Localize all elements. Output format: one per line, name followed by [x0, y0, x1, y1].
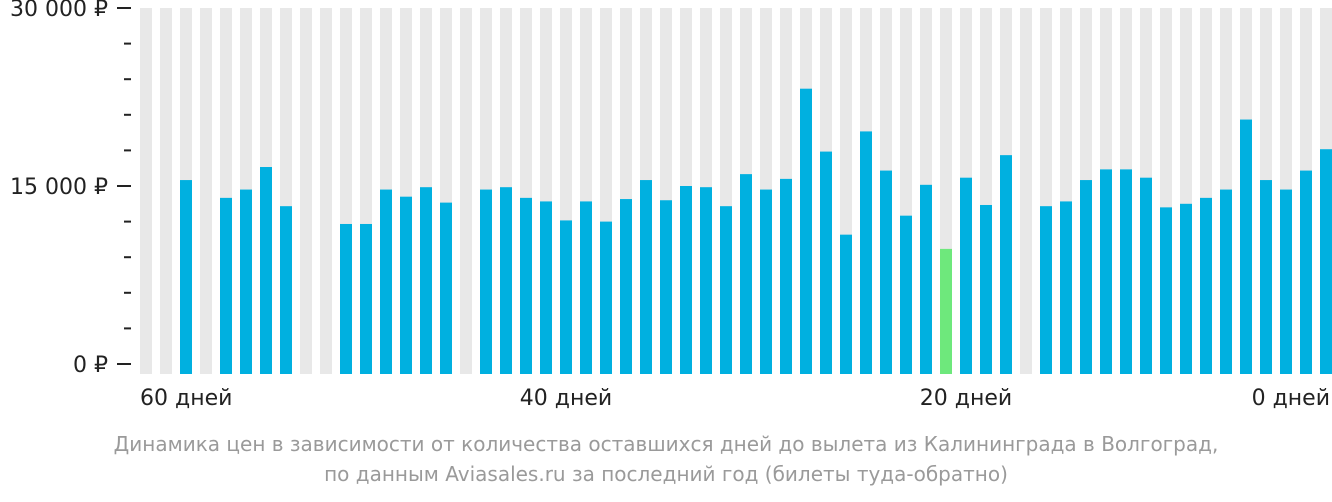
price-bar[interactable] [1080, 180, 1092, 374]
price-bar[interactable] [560, 220, 572, 374]
price-bar[interactable] [740, 174, 752, 374]
price-bar[interactable] [980, 204, 992, 374]
price-bar[interactable] [440, 202, 452, 374]
price-bar[interactable] [260, 167, 272, 374]
price-bar[interactable] [500, 187, 512, 374]
price-bar[interactable] [860, 131, 872, 374]
background-column [200, 8, 212, 374]
background-column [140, 8, 152, 374]
price-bar[interactable] [1180, 203, 1192, 374]
price-bar[interactable] [1160, 207, 1172, 374]
price-bar-lowest[interactable] [940, 248, 952, 374]
price-bar[interactable] [700, 187, 712, 374]
x-tick-label: 0 дней [1252, 386, 1330, 411]
price-bar[interactable] [800, 88, 812, 375]
price-bar[interactable] [600, 221, 612, 374]
price-bar[interactable] [1240, 119, 1252, 375]
price-bar[interactable] [1200, 197, 1212, 374]
chart-caption-line-2: по данным Aviasales.ru за последний год … [324, 462, 1008, 486]
y-tick-label: 15 000 ₽ [10, 175, 108, 200]
price-bar[interactable] [220, 197, 232, 374]
price-bar[interactable] [520, 197, 532, 374]
price-bar[interactable] [920, 184, 932, 374]
price-bar[interactable] [420, 187, 432, 374]
price-bar[interactable] [640, 180, 652, 374]
price-bar[interactable] [880, 170, 892, 374]
price-bar[interactable] [400, 196, 412, 374]
price-bars [180, 88, 1332, 375]
price-bar[interactable] [380, 189, 392, 374]
x-tick-label: 20 дней [920, 386, 1012, 411]
price-bar[interactable] [1100, 169, 1112, 374]
x-tick-label: 40 дней [520, 386, 612, 411]
background-column [460, 8, 472, 374]
price-bar[interactable] [1260, 180, 1272, 374]
price-bar[interactable] [840, 234, 852, 374]
background-columns [140, 8, 1332, 374]
price-bar[interactable] [360, 223, 372, 374]
price-bar[interactable] [780, 178, 792, 374]
price-bar[interactable] [1140, 177, 1152, 374]
price-bar[interactable] [720, 206, 732, 374]
price-bar[interactable] [1060, 201, 1072, 374]
price-bar[interactable] [540, 201, 552, 374]
price-bar[interactable] [900, 215, 912, 374]
price-bar[interactable] [340, 223, 352, 374]
price-bar[interactable] [820, 151, 832, 374]
price-bar[interactable] [280, 206, 292, 374]
background-column [1020, 8, 1032, 374]
price-bar[interactable] [1300, 170, 1312, 374]
x-axis: 60 дней 40 дней 20 дней 0 дней [140, 386, 1330, 411]
y-tick-label: 0 ₽ [73, 353, 108, 378]
price-bar[interactable] [1220, 189, 1232, 374]
price-bar[interactable] [580, 201, 592, 374]
x-tick-label: 60 дней [140, 386, 232, 411]
price-bar[interactable] [480, 189, 492, 374]
y-axis: 0 ₽ 15 000 ₽ 30 000 ₽ [10, 0, 131, 378]
price-bar[interactable] [180, 180, 192, 374]
price-bar[interactable] [620, 199, 632, 374]
price-bar[interactable] [240, 189, 252, 374]
price-bar[interactable] [960, 177, 972, 374]
price-bar[interactable] [760, 189, 772, 374]
chart-caption-line-1: Динамика цен в зависимости от количества… [113, 432, 1219, 456]
price-bar[interactable] [1280, 189, 1292, 374]
price-bar[interactable] [680, 186, 692, 374]
price-bar[interactable] [1320, 149, 1332, 374]
price-bar[interactable] [660, 200, 672, 374]
price-bar[interactable] [1120, 169, 1132, 374]
price-bar[interactable] [1000, 155, 1012, 374]
background-column [160, 8, 172, 374]
background-column [320, 8, 332, 374]
background-column [300, 8, 312, 374]
y-tick-label: 30 000 ₽ [10, 0, 108, 22]
price-bar[interactable] [1040, 206, 1052, 374]
